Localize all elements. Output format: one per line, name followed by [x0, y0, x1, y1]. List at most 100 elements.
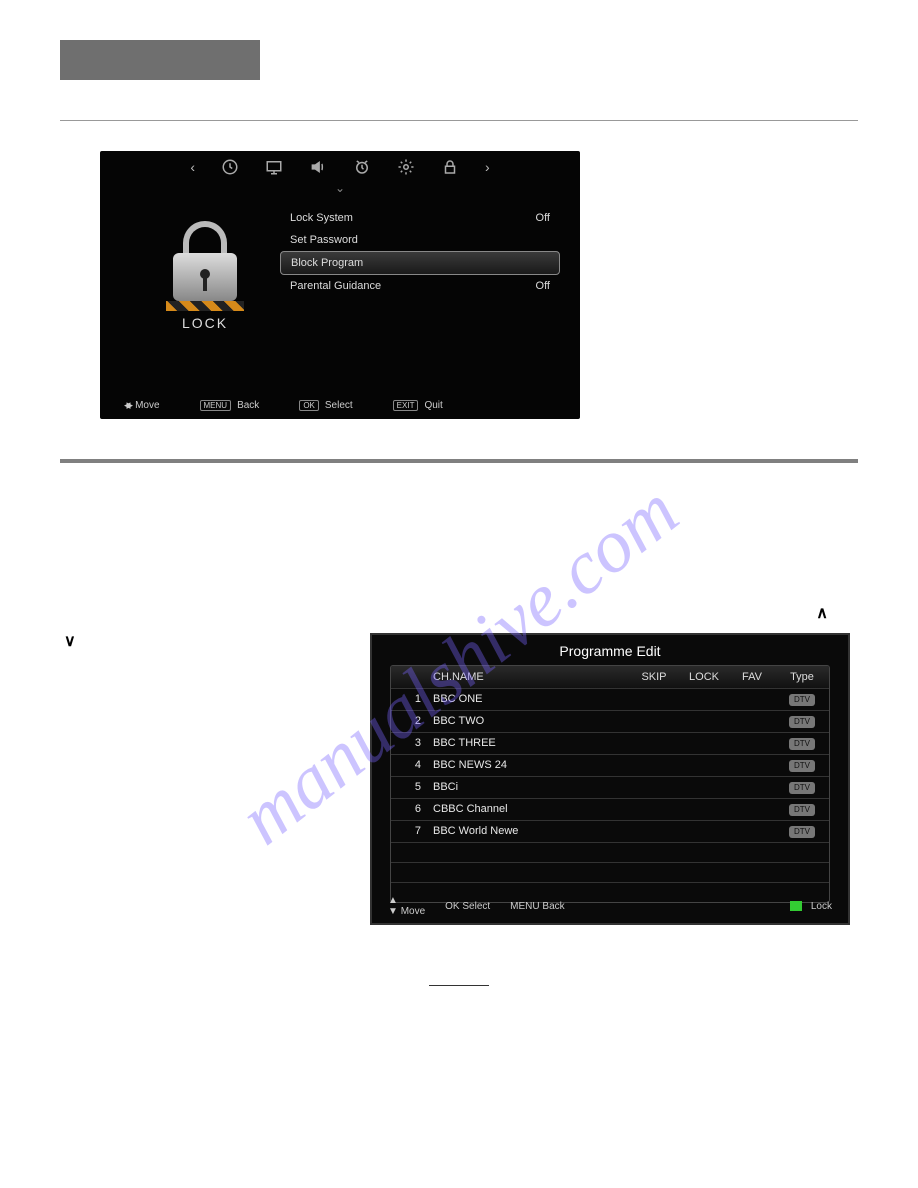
table-row[interactable]: 6CBBC Channel DTV — [391, 798, 829, 820]
programme-table: CH.NAME SKIP LOCK FAV Type 1BBC ONEDTV2B… — [390, 665, 830, 903]
lock-icon[interactable] — [441, 158, 459, 176]
cell-fav — [729, 715, 775, 728]
lock-menu-list: Lock System Off Set Password Block Progr… — [280, 201, 560, 331]
hint-label: Lock — [811, 901, 832, 912]
lock-menu-footer: ◂▸ Move MENU Back OK Select EXIT Quit — [100, 391, 580, 419]
menu-item-parental-guidance[interactable]: Parental Guidance Off — [280, 275, 560, 297]
cell-skip — [629, 803, 679, 816]
arrows-icon: ◂▸ — [124, 397, 129, 413]
table-row[interactable]: 2BBC TWODTV — [391, 710, 829, 732]
cell-skip — [629, 737, 679, 750]
table-row[interactable]: 7BBC World Newe DTV — [391, 820, 829, 842]
cell-name: BBC World Newe — [427, 825, 629, 838]
alarm-icon[interactable] — [353, 158, 371, 176]
cell-fav — [729, 781, 775, 794]
table-header: CH.NAME SKIP LOCK FAV Type — [391, 666, 829, 688]
caret-up-icon: ∧ — [816, 603, 828, 623]
hint-label: Select — [462, 901, 490, 912]
type-badge: DTV — [789, 738, 815, 750]
chevron-right-icon[interactable]: › — [485, 159, 490, 175]
hint-back: MENU Back — [200, 400, 260, 411]
cell-type: DTV — [775, 825, 829, 838]
cell-number: 5 — [391, 781, 427, 794]
table-row[interactable]: 4BBC NEWS 24DTV — [391, 754, 829, 776]
cell-fav — [729, 693, 775, 706]
menu-item-block-program[interactable]: Block Program — [280, 251, 560, 275]
cell-name: BBC TWO — [427, 715, 629, 728]
hint-back: MENU Back — [510, 901, 564, 912]
type-badge: DTV — [789, 826, 815, 838]
cell-lock — [679, 693, 729, 706]
lock-large-icon — [165, 221, 245, 311]
menu-item-label: Lock System — [290, 212, 353, 224]
menu-item-lock-system[interactable]: Lock System Off — [280, 207, 560, 229]
programme-edit-screenshot: Programme Edit CH.NAME SKIP LOCK FAV Typ… — [370, 633, 850, 925]
type-badge: DTV — [789, 782, 815, 794]
cell-skip — [629, 825, 679, 838]
lock-menu-screenshot: ‹ › ⌄ LOCK Lock System Off — [100, 151, 580, 419]
programme-edit-title: Programme Edit — [372, 635, 848, 665]
monitor-icon[interactable] — [265, 158, 283, 176]
table-row[interactable]: 5BBCiDTV — [391, 776, 829, 798]
hint-move: ◂▸ Move — [124, 397, 160, 413]
hint-label: Quit — [424, 400, 442, 411]
cell-number: 7 — [391, 825, 427, 838]
cell-number: 3 — [391, 737, 427, 750]
cell-skip — [629, 781, 679, 794]
cell-lock — [679, 759, 729, 772]
menu-item-value: Off — [536, 212, 550, 224]
caret-down-icon: ∨ — [64, 631, 76, 651]
cell-type: DTV — [775, 715, 829, 728]
speaker-icon[interactable] — [309, 158, 327, 176]
menu-item-value: Off — [536, 280, 550, 292]
hint-label: Select — [325, 400, 353, 411]
table-row[interactable]: 3BBC THREEDTV — [391, 732, 829, 754]
divider-1 — [60, 120, 858, 121]
cell-fav — [729, 759, 775, 772]
cell-number: 6 — [391, 803, 427, 816]
cell-name: BBC ONE — [427, 693, 629, 706]
cell-type: DTV — [775, 803, 829, 816]
updown-icon: ▲▼ — [388, 895, 398, 917]
cell-type: DTV — [775, 781, 829, 794]
green-indicator-icon — [790, 901, 802, 911]
cell-number: 1 — [391, 693, 427, 706]
caret-region: ∧ ∨ — [60, 493, 858, 633]
type-badge: DTV — [789, 694, 815, 706]
key-label: OK — [445, 901, 459, 912]
hint-lock-toggle: Lock — [790, 901, 832, 912]
key-label: MENU — [510, 901, 539, 912]
col-header-type: Type — [775, 671, 829, 683]
table-row[interactable]: 1BBC ONE DTV — [391, 688, 829, 710]
col-header-skip: SKIP — [629, 671, 679, 683]
col-header-fav: FAV — [729, 671, 775, 683]
chevron-left-icon[interactable]: ‹ — [190, 159, 195, 175]
menu-item-label: Parental Guidance — [290, 280, 381, 292]
type-badge: DTV — [789, 804, 815, 816]
menu-item-label: Set Password — [290, 234, 358, 246]
table-row-empty — [391, 842, 829, 862]
cell-number: 4 — [391, 759, 427, 772]
cell-lock — [679, 781, 729, 794]
cell-type: DTV — [775, 693, 829, 706]
programme-edit-footer: ▲▼ Move OK Select MENU Back Lock — [372, 889, 848, 923]
menu-item-set-password[interactable]: Set Password — [280, 229, 560, 251]
hint-quit: EXIT Quit — [393, 400, 443, 411]
type-badge: DTV — [789, 716, 815, 728]
cell-lock — [679, 825, 729, 838]
cell-skip — [629, 759, 679, 772]
cell-lock — [679, 737, 729, 750]
divider-2 — [60, 459, 858, 463]
gear-icon[interactable] — [397, 158, 415, 176]
key-label: MENU — [200, 400, 232, 411]
cell-name: CBBC Channel — [427, 803, 629, 816]
cell-type: DTV — [775, 737, 829, 750]
page-footer-line — [429, 985, 489, 986]
lock-section-label: LOCK — [130, 315, 280, 331]
key-label: OK — [299, 400, 319, 411]
clock-icon[interactable] — [221, 158, 239, 176]
col-header-lock: LOCK — [679, 671, 729, 683]
hint-select: OK Select — [299, 400, 352, 411]
hint-select: OK Select — [445, 901, 490, 912]
cell-fav — [729, 803, 775, 816]
